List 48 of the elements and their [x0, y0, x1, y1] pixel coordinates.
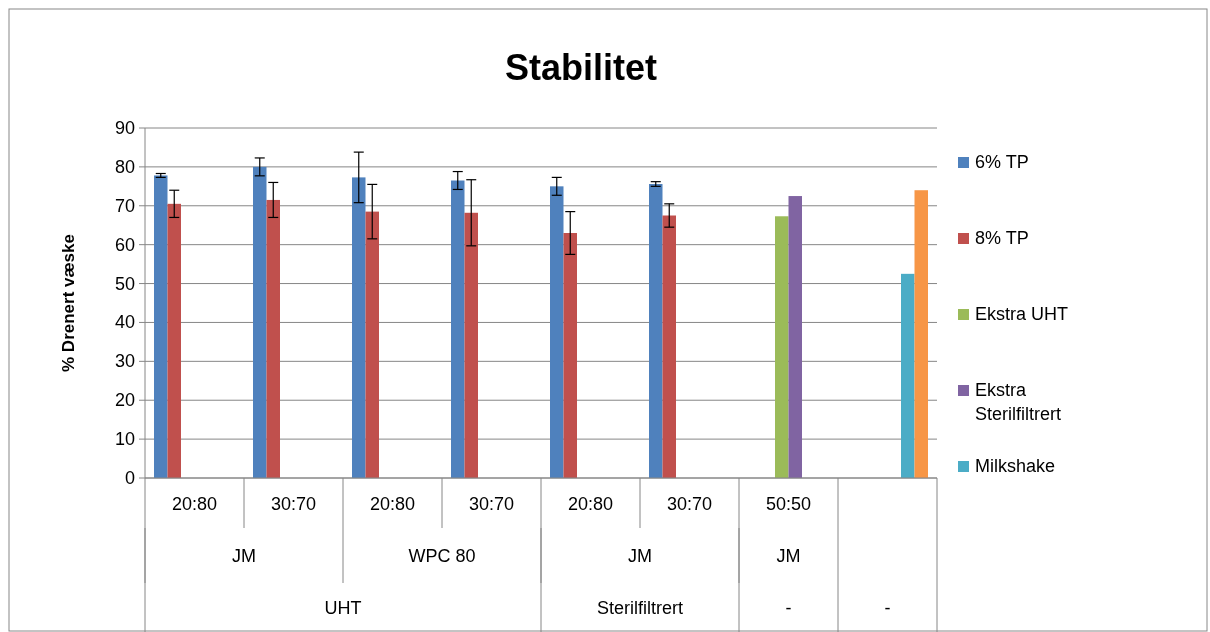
text: JM [628, 545, 652, 566]
x-tick-label: 30:70 [666, 494, 713, 514]
bar [563, 233, 577, 478]
bar [167, 203, 181, 478]
text: - [785, 598, 792, 618]
legend-label: 8% TP [975, 228, 1029, 248]
text: Sterilfiltrert [596, 598, 684, 618]
chart-title: Stabilitet [504, 47, 658, 88]
x-tick-label: 30:70 [270, 494, 317, 514]
text: JM [232, 545, 256, 566]
bar [352, 177, 366, 478]
bar [365, 211, 379, 478]
y-tick-label: 80 [114, 156, 135, 177]
y-tick-label: 0 [124, 468, 135, 488]
text: WPC 80 [408, 545, 476, 566]
y-tick-label: 20 [114, 390, 135, 411]
x-tick-label: 50:50 [765, 494, 812, 514]
legend-label: Ekstra Sterilfiltrert [975, 380, 1062, 424]
text: JM [776, 545, 801, 566]
bar [154, 175, 168, 478]
y-tick-label: 40 [114, 312, 135, 333]
y-tick-label: 10 [114, 429, 135, 450]
legend-label: 6% TP [975, 152, 1029, 172]
bar [914, 190, 928, 478]
x-tick-label: 30:70 [468, 494, 515, 514]
y-axis-title: % Drenert væske [59, 234, 78, 372]
y-tick-label: 90 [114, 118, 135, 138]
y-tick-label: 30 [114, 351, 135, 372]
x-tick-label: 20:80 [567, 494, 614, 514]
y-tick-label: 60 [114, 234, 135, 255]
bar [451, 180, 465, 478]
x-tick-label: 20:80 [171, 494, 218, 514]
text: - [884, 598, 891, 618]
bar [662, 215, 676, 478]
bar [649, 184, 663, 478]
text: UHT [324, 598, 362, 618]
bar [253, 166, 267, 478]
y-tick-label: 70 [114, 195, 135, 216]
legend-label: Milkshake [975, 456, 1056, 476]
y-tick-label: 50 [114, 273, 135, 294]
bar [775, 216, 789, 478]
bar [266, 199, 280, 478]
bar [901, 273, 915, 478]
x-tick-label: 20:80 [369, 494, 416, 514]
bar [464, 212, 478, 478]
bar [550, 186, 564, 478]
bar [788, 196, 802, 478]
legend-label: Ekstra UHT [975, 304, 1069, 324]
